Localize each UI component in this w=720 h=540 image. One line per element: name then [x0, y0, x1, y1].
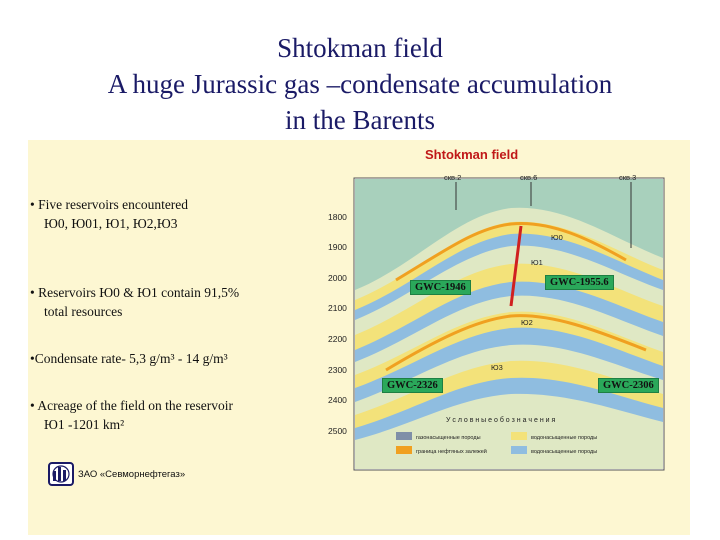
legend-swatch-3 [396, 446, 412, 454]
bullet-acreage-sub: Ю1 -1201 km² [44, 417, 125, 432]
depth-tick-1800: 1800 [328, 212, 347, 222]
cross-section-diagram: 1800 1900 2000 2100 2200 2300 2400 2500 … [328, 173, 665, 471]
diagram-title: Shtokman field [425, 147, 519, 162]
company-name: ЗАО «Севморнефтегаз» [78, 468, 186, 480]
bullet-condensate-text: •Condensate rate- 5,3 g/m³ - 14 g/m³ [30, 351, 228, 366]
well-label-6: скв.6 [520, 173, 537, 182]
legend-item-2: водонасыщенные породы [531, 435, 597, 441]
slide-title: Shtokman field A huge Jurassic gas –cond… [0, 30, 720, 138]
bullet-reservoirs-text: • Five reservoirs encountered [30, 197, 189, 212]
legend-item-1: газонасыщенные породы [416, 435, 481, 441]
bullet-resources-text: • Reservoirs Ю0 & Ю1 contain 91,5% [30, 285, 240, 300]
title-line-2: A huge Jurassic gas –condensate accumula… [107, 69, 613, 99]
well-label-2: скв.2 [444, 173, 461, 182]
gas-water-contact-lower [385, 314, 647, 372]
depth-tick-2100: 2100 [328, 303, 347, 313]
gas-water-contact-upper [395, 221, 627, 282]
legend-swatch-2 [511, 432, 527, 440]
legend: У с л о в н ы е о б о з н а ч е н и я га… [396, 416, 597, 455]
gwc-label-upper-right: GWC-1955.6 [545, 275, 614, 290]
depth-tick-2400: 2400 [328, 395, 347, 405]
bullet-reservoirs-list: Ю0, Ю01, Ю1, Ю2,Ю3 [44, 216, 178, 231]
layer-shale-5 [355, 393, 663, 469]
depth-tick-2000: 2000 [328, 273, 347, 283]
fault-line [509, 225, 523, 307]
reservoir-label-u1: Ю1 [531, 258, 543, 267]
title-line-1: Shtokman field [277, 33, 443, 63]
legend-item-3: граница нефтяных залежей [416, 448, 487, 455]
bullet-resources: • Reservoirs Ю0 & Ю1 contain 91,5% total… [30, 283, 310, 321]
bullet-condensate: •Condensate rate- 5,3 g/m³ - 14 g/m³ [30, 349, 310, 368]
legend-title: У с л о в н ы е о б о з н а ч е н и я [446, 416, 556, 424]
legend-swatch-1 [396, 432, 412, 440]
bullet-resources-sub: total resources [44, 304, 123, 319]
bullet-reservoirs: • Five reservoirs encountered Ю0, Ю01, Ю… [30, 195, 310, 233]
depth-tick-2300: 2300 [328, 365, 347, 375]
legend-item-4: водонасыщенные породы [531, 449, 597, 455]
company-credit: ЗАО «Севморнефтегаз» [48, 462, 185, 486]
reservoir-label-u2: Ю2 [521, 318, 533, 327]
well-label-3: скв.3 [619, 173, 636, 182]
bullet-list: • Five reservoirs encountered Ю0, Ю01, Ю… [30, 195, 310, 462]
gwc-label-lower-right: GWC-2306 [598, 378, 659, 393]
title-line-3: in the Barents [285, 105, 435, 135]
company-logo-icon [48, 462, 74, 486]
reservoir-label-u3: Ю3 [491, 363, 503, 372]
depth-tick-1900: 1900 [328, 242, 347, 252]
legend-swatch-4 [511, 446, 527, 454]
depth-tick-2500: 2500 [328, 426, 347, 436]
bullet-acreage-text: • Acreage of the field on the reservoir [30, 398, 234, 413]
bullet-acreage: • Acreage of the field on the reservoir … [30, 396, 310, 434]
depth-tick-2200: 2200 [328, 334, 347, 344]
gwc-label-lower-left: GWC-2326 [382, 378, 443, 393]
gwc-label-upper-left: GWC-1946 [410, 280, 471, 295]
reservoir-label-u0: Ю0 [551, 233, 563, 242]
